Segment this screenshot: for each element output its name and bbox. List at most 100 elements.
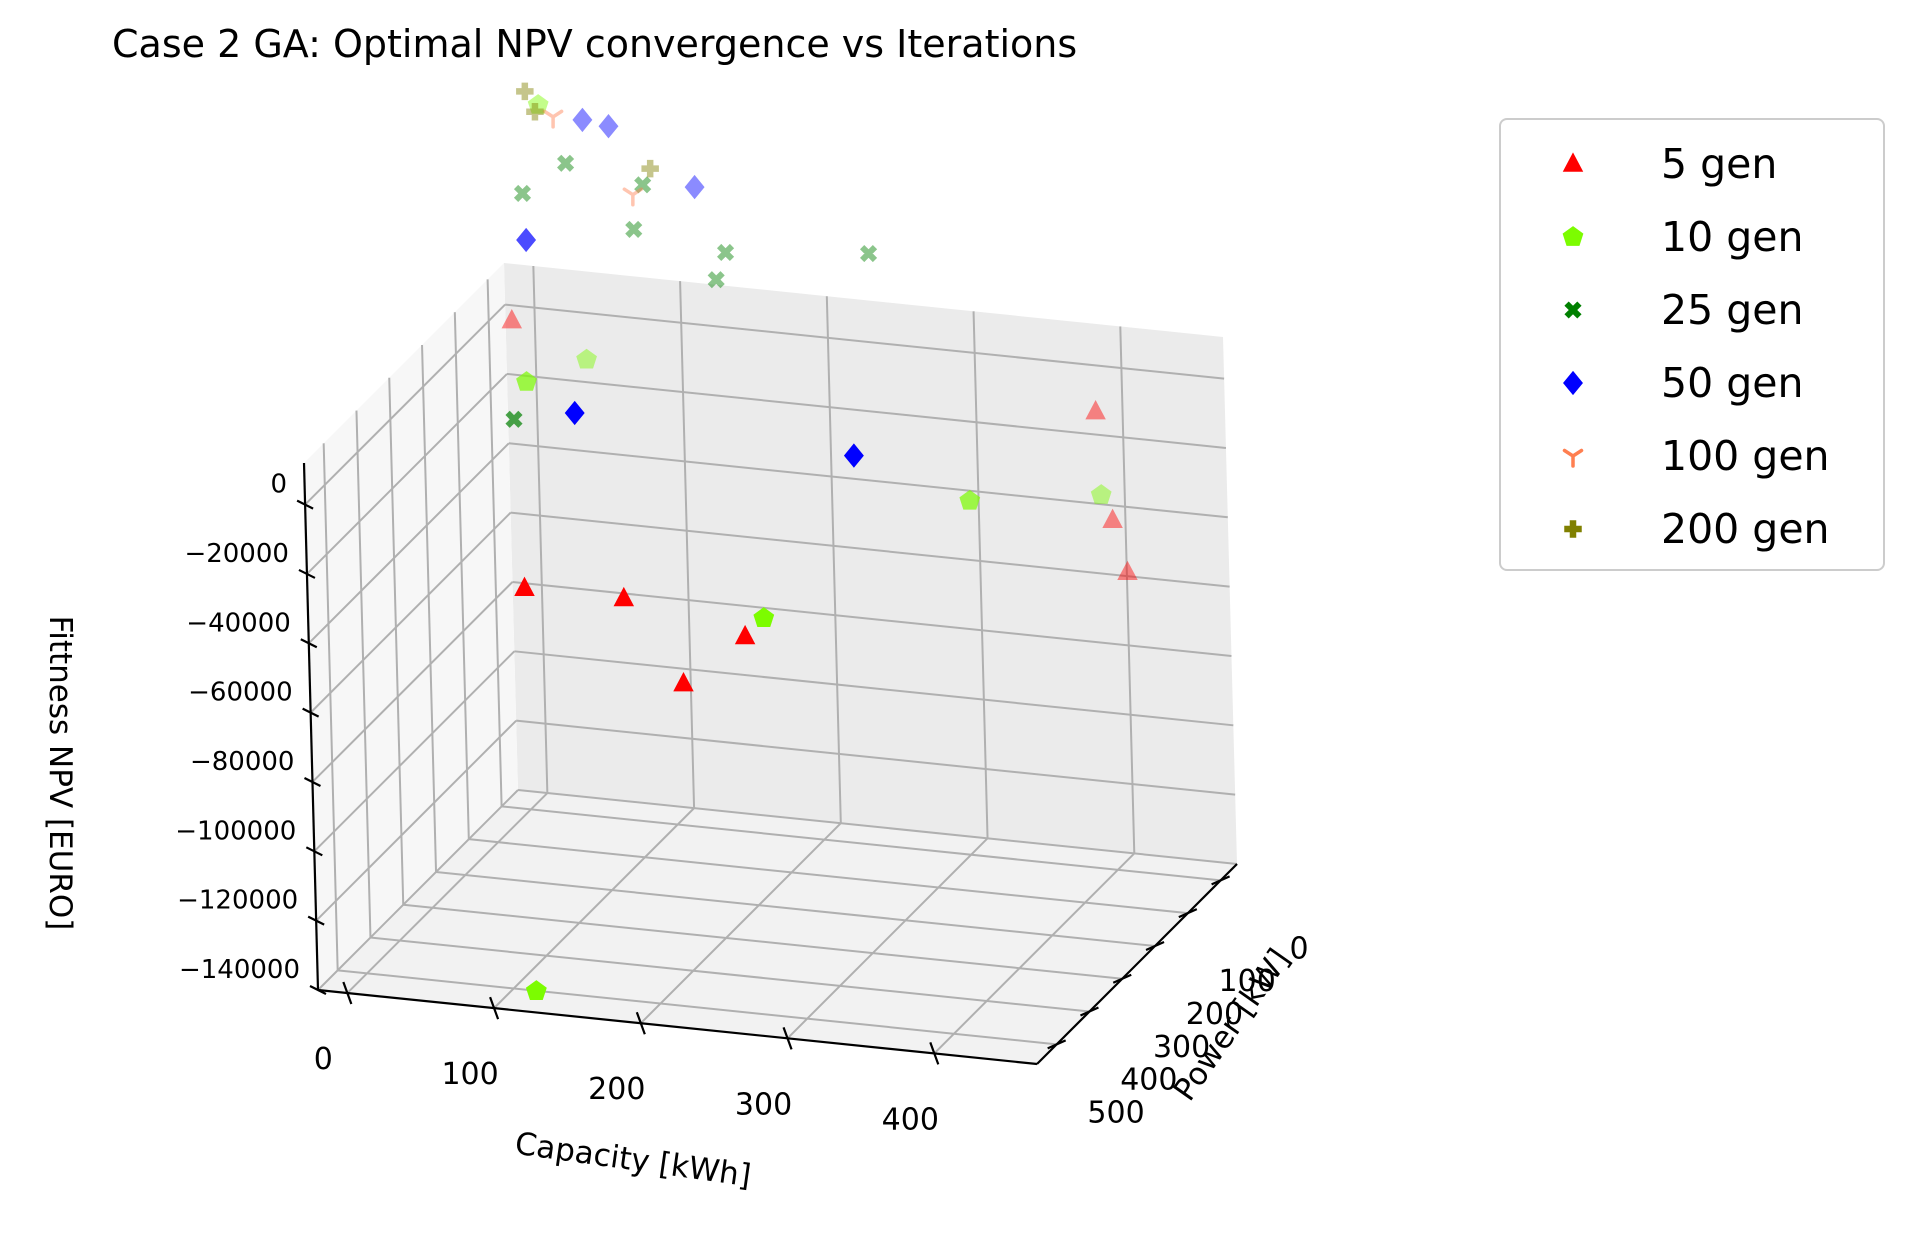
legend-item: 25 gen — [1501, 278, 1883, 338]
grid-line-z-left — [311, 581, 514, 783]
z-tick — [302, 707, 320, 718]
back-pane — [504, 263, 1237, 864]
legend-marker-icon — [1562, 226, 1584, 246]
axis-panes — [304, 263, 1237, 1064]
data-point-25-gen — [707, 271, 725, 289]
data-point-10-gen — [753, 607, 775, 627]
y-tick-label: 0 — [1290, 931, 1309, 966]
z-tick-label: −140000 — [179, 955, 300, 985]
legend-label: 25 gen — [1661, 286, 1804, 334]
data-point-50-gen — [564, 400, 585, 426]
data-point-10-gen — [576, 348, 597, 369]
y-tick-label: 200 — [1186, 997, 1243, 1032]
grid-line-z-back — [508, 442, 1228, 519]
legend-marker-shape — [1564, 301, 1582, 319]
grid-line-x-floor — [640, 822, 842, 1024]
legend-marker-icon — [1562, 448, 1584, 468]
grid-line-y-floor — [468, 838, 1188, 915]
legend: 5 gen 10 gen 25 gen 50 gen 100 gen 200 gen — [1499, 118, 1885, 571]
y-tick-label: 400 — [1120, 1063, 1177, 1098]
grid-line-z-left — [317, 789, 519, 991]
data-point-200-gen — [641, 159, 659, 178]
data-point-25-gen — [717, 243, 735, 262]
data-points — [501, 82, 1138, 1000]
data-point-10-gen — [516, 371, 537, 391]
npv-axis-label: Fittness NPV [EURO] — [42, 615, 78, 931]
data-point-25-gen — [859, 244, 878, 263]
y-tick — [1211, 875, 1231, 886]
legend-item: 10 gen — [1501, 205, 1883, 265]
data-point-10-gen — [1090, 484, 1112, 504]
grid-line-y-floor — [337, 969, 1057, 1046]
x-tick-label: 0 — [314, 1042, 333, 1077]
data-point-25-gen — [505, 410, 523, 428]
z-tick-label: −80000 — [190, 747, 295, 777]
grid-line-x-back — [1119, 326, 1136, 854]
legend-item: 50 gen — [1501, 351, 1883, 411]
data-point-100-gen — [542, 109, 564, 129]
legend-marker-icon — [1563, 370, 1583, 396]
data-point-5-gen — [1102, 508, 1123, 528]
grid-line-y-left — [486, 279, 503, 807]
grid-line-z-left — [313, 650, 516, 853]
grid-line-x-floor — [346, 792, 549, 994]
y-tick — [1178, 908, 1198, 919]
legend-label: 200 gen — [1661, 505, 1830, 553]
grid-line-x-back — [532, 265, 549, 794]
x-tick — [635, 1011, 646, 1035]
x-tick-label: 300 — [735, 1087, 792, 1122]
legend-marker-shape — [1564, 520, 1582, 538]
y-tick-label: 300 — [1153, 1030, 1210, 1065]
grid-line-z-back — [514, 650, 1234, 727]
data-point-5-gen — [501, 308, 523, 329]
legend-marker-shape — [1562, 152, 1584, 172]
grid-line-x-floor — [786, 837, 989, 1040]
data-point-5-gen — [514, 576, 535, 596]
data-point-50-gen — [516, 227, 537, 253]
data-point-200-gen — [516, 82, 534, 101]
z-axis-line — [302, 462, 320, 991]
grid-line-z-left — [315, 719, 517, 922]
y-tick — [1047, 1039, 1067, 1050]
legend-marker-icon — [1562, 152, 1584, 172]
grid-line-y-left — [421, 344, 438, 872]
data-point-5-gen — [1085, 399, 1106, 420]
z-tick-label: −40000 — [186, 608, 291, 638]
y-tick — [1112, 973, 1132, 984]
data-point-50-gen — [684, 174, 705, 200]
y-tick — [1145, 940, 1165, 951]
x-tick — [489, 996, 500, 1020]
x-tick — [342, 981, 353, 1005]
data-point-10-gen — [525, 980, 547, 1000]
grid-line-y-left — [322, 443, 339, 971]
z-tick-label: −60000 — [188, 678, 293, 708]
z-tick — [298, 568, 316, 579]
data-point-100-gen — [622, 187, 644, 207]
z-tick — [300, 638, 318, 649]
tick-labels: 0 100 200 300 40001002003004005000−20000−400… — [175, 470, 1308, 1138]
legend-label: 5 gen — [1661, 140, 1778, 188]
x-tick-label: 200 — [588, 1072, 645, 1107]
grid-line-x-floor — [933, 852, 1135, 1055]
data-point-50-gen — [572, 107, 593, 133]
y-axis-line — [1036, 863, 1238, 1065]
grid-line-y-floor — [435, 870, 1156, 947]
grid-line-z-left — [308, 442, 510, 644]
grid-line-y-floor — [501, 805, 1221, 882]
data-point-25-gen — [634, 176, 652, 194]
legend-item: 100 gen — [1501, 424, 1883, 484]
grid-line-z-back — [516, 719, 1236, 796]
chart-title: Case 2 GA: Optimal NPV convergence vs It… — [112, 22, 1078, 66]
grid-line-y-left — [388, 377, 405, 905]
grid-line-y-floor — [403, 903, 1123, 980]
legend-marker-shape — [1562, 226, 1584, 246]
grid-line-x-back — [825, 296, 842, 824]
data-point-50-gen — [598, 114, 619, 139]
z-tick — [296, 499, 314, 510]
tick-marks — [296, 499, 1231, 1065]
grid-line-x-floor — [493, 807, 695, 1009]
data-point-5-gen — [1117, 560, 1138, 581]
data-point-5-gen — [613, 586, 635, 607]
grid-lines — [304, 265, 1238, 1055]
